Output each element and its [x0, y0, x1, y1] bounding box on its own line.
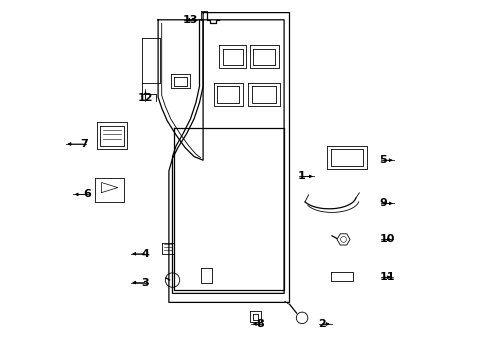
- Text: 5: 5: [379, 155, 386, 165]
- Text: 3: 3: [141, 278, 149, 288]
- Text: 7: 7: [80, 139, 88, 149]
- Text: 4: 4: [141, 249, 149, 259]
- Text: 10: 10: [379, 234, 394, 244]
- Text: 8: 8: [256, 319, 264, 329]
- Text: 13: 13: [182, 15, 197, 25]
- Text: 11: 11: [379, 272, 394, 282]
- Text: 1: 1: [297, 171, 305, 181]
- Text: 12: 12: [138, 93, 153, 103]
- Text: 6: 6: [83, 189, 91, 199]
- Text: 2: 2: [318, 319, 325, 329]
- Text: 9: 9: [379, 198, 386, 208]
